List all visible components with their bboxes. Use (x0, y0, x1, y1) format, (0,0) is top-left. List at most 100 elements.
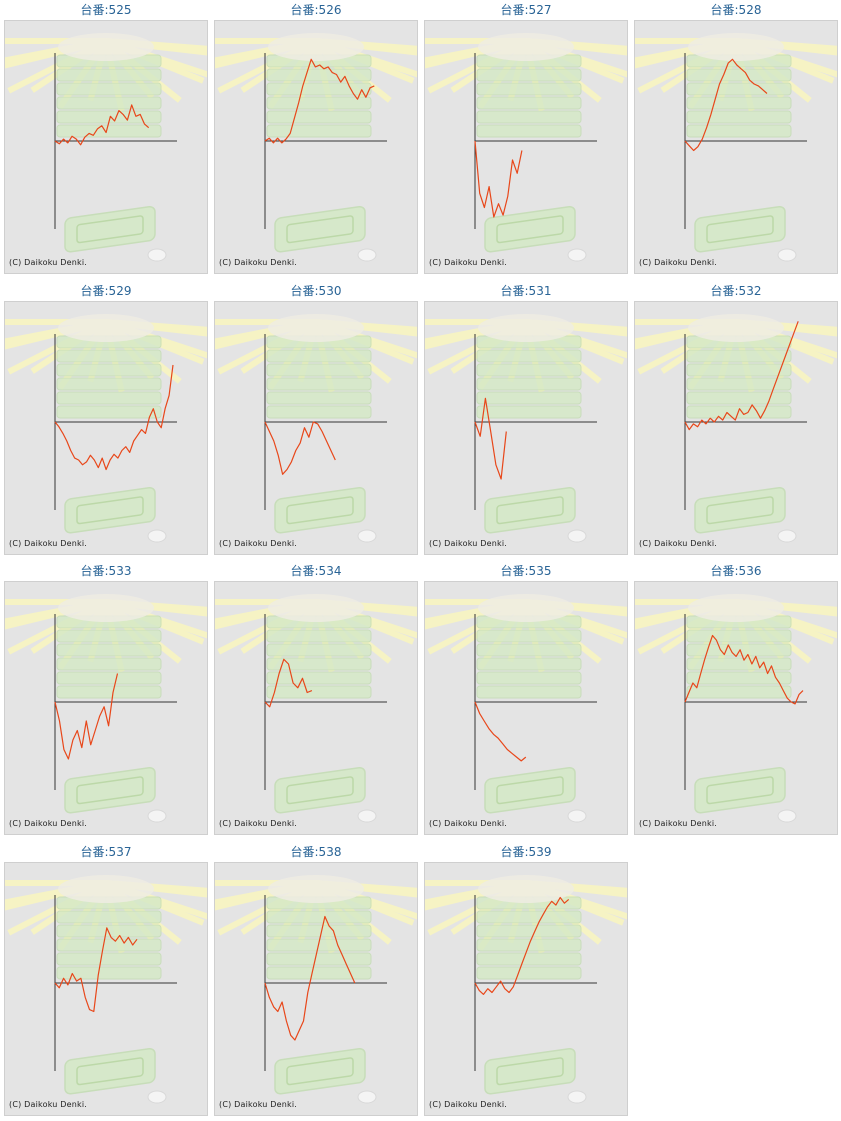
slump-graph[interactable]: (C) Daikoku Denki. (634, 581, 838, 835)
machine-layer (266, 110, 372, 124)
slump-graph[interactable]: (C) Daikoku Denki. (214, 862, 418, 1116)
tray-inner (76, 215, 144, 244)
background-illustration (635, 33, 837, 262)
machine-layer (56, 643, 162, 657)
slump-graph[interactable]: (C) Daikoku Denki. (4, 862, 208, 1116)
copyright-text: (C) Daikoku Denki. (9, 539, 88, 548)
slump-graph-svg (425, 314, 627, 543)
slump-graph[interactable]: (C) Daikoku Denki. (424, 862, 628, 1116)
machine-layer (266, 924, 372, 938)
machine-layer (686, 110, 792, 124)
slump-line (684, 634, 804, 705)
slump-graph[interactable]: (C) Daikoku Denki. (4, 581, 208, 835)
copyright-text: (C) Daikoku Denki. (219, 258, 298, 267)
slump-line (684, 58, 768, 152)
machine-number-link[interactable]: 台番:533 (80, 564, 132, 578)
coin-icon (567, 1090, 587, 1104)
slump-graph[interactable]: (C) Daikoku Denki. (214, 20, 418, 274)
machine-layer (266, 685, 372, 699)
copyright-text: (C) Daikoku Denki. (219, 539, 298, 548)
slump-graph[interactable]: (C) Daikoku Denki. (634, 301, 838, 555)
machine-card: 台番:525 (C) Daikoku Denki. (4, 0, 208, 278)
tray-inner (706, 496, 774, 525)
machine-number-link[interactable]: 台番:528 (710, 3, 762, 17)
tray-icon (274, 1047, 366, 1095)
tray-icon (274, 205, 366, 253)
machine-layer (686, 349, 792, 363)
machine-number-link[interactable]: 台番:529 (80, 284, 132, 298)
tray-inner (496, 496, 564, 525)
machine-number-link[interactable]: 台番:537 (80, 845, 132, 859)
tray-inner (496, 215, 564, 244)
slump-graph[interactable]: (C) Daikoku Denki. (424, 301, 628, 555)
machine-number-link[interactable]: 台番:535 (500, 564, 552, 578)
machine-top (688, 594, 784, 622)
machine-layer (476, 685, 582, 699)
machine-layer (476, 952, 582, 966)
machine-layer (266, 966, 372, 980)
tray-inner (76, 776, 144, 805)
slump-graph[interactable]: (C) Daikoku Denki. (424, 581, 628, 835)
machine-layer (686, 96, 792, 110)
machine-layer (476, 96, 582, 110)
machine-layer (476, 377, 582, 391)
machine-layer (476, 349, 582, 363)
slump-graph[interactable]: (C) Daikoku Denki. (634, 20, 838, 274)
machine-number-link[interactable]: 台番:525 (80, 3, 132, 17)
slump-graph-svg (215, 314, 417, 543)
machine-card: 台番:534 (C) Daikoku Denki. (214, 561, 418, 839)
slump-graph[interactable]: (C) Daikoku Denki. (4, 20, 208, 274)
machine-layer (476, 405, 582, 419)
background-illustration (425, 33, 627, 262)
background-illustration (635, 594, 837, 823)
machine-layer (56, 910, 162, 924)
machine-layer (56, 82, 162, 96)
copyright-text: (C) Daikoku Denki. (219, 1100, 298, 1109)
background-illustration (635, 314, 837, 543)
machine-number-link[interactable]: 台番:532 (710, 284, 762, 298)
machine-number-link[interactable]: 台番:539 (500, 845, 552, 859)
background-illustration (215, 875, 417, 1104)
machine-layer (56, 68, 162, 82)
machine-top (268, 314, 364, 342)
slump-graph[interactable]: (C) Daikoku Denki. (214, 301, 418, 555)
tray-icon (274, 766, 366, 814)
machine-number-link[interactable]: 台番:538 (290, 845, 342, 859)
machine-number-link[interactable]: 台番:536 (710, 564, 762, 578)
slump-graph[interactable]: (C) Daikoku Denki. (214, 581, 418, 835)
machine-layer (686, 391, 792, 405)
slump-line (474, 701, 527, 762)
machine-layer (266, 405, 372, 419)
machine-layer (476, 910, 582, 924)
copyright-text: (C) Daikoku Denki. (219, 819, 298, 828)
background-illustration (5, 594, 207, 823)
machine-top (688, 33, 784, 61)
machine-card: 台番:531 (C) Daikoku Denki. (424, 281, 628, 559)
machine-layer (266, 349, 372, 363)
background-illustration (425, 314, 627, 543)
slump-graph[interactable]: (C) Daikoku Denki. (4, 301, 208, 555)
slump-graph[interactable]: (C) Daikoku Denki. (424, 20, 628, 274)
machine-layer (476, 671, 582, 685)
tray-icon (64, 1047, 156, 1095)
machine-number-link[interactable]: 台番:527 (500, 3, 552, 17)
machine-number-link[interactable]: 台番:534 (290, 564, 342, 578)
machine-number-link[interactable]: 台番:530 (290, 284, 342, 298)
machine-card: 台番:533 (C) Daikoku Denki. (4, 561, 208, 839)
machine-number-link[interactable]: 台番:526 (290, 3, 342, 17)
machine-card: 台番:527 (C) Daikoku Denki. (424, 0, 628, 278)
copyright-text: (C) Daikoku Denki. (429, 539, 508, 548)
machine-layer (266, 391, 372, 405)
machine-top (58, 875, 154, 903)
slump-line (474, 397, 507, 480)
slump-graph-svg (215, 875, 417, 1104)
background-illustration (5, 314, 207, 543)
tray-icon (484, 205, 576, 253)
machine-layer (56, 952, 162, 966)
machine-number-link[interactable]: 台番:531 (500, 284, 552, 298)
slump-graph-svg (215, 594, 417, 823)
tray-inner (706, 776, 774, 805)
coin-icon (567, 248, 587, 262)
coin-icon (357, 1090, 377, 1104)
coin-icon (777, 529, 797, 543)
